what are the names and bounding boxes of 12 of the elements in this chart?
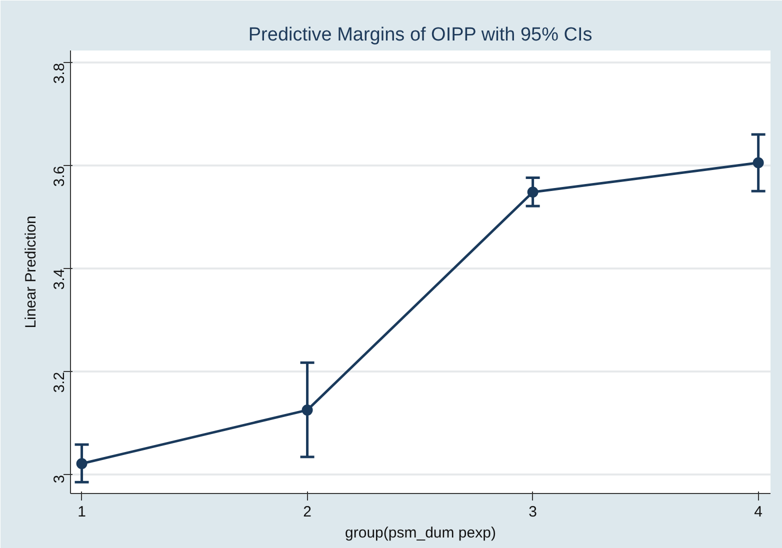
y-tick-label: 3.8 — [51, 62, 68, 84]
y-tick-label: 3.6 — [51, 166, 68, 187]
x-tick-label: 3 — [528, 504, 537, 520]
y-tick-label: 3 — [51, 474, 68, 484]
y-tick-label: 3.4 — [51, 268, 68, 290]
x-tick-label: 2 — [303, 504, 312, 520]
y-axis-title: Linear Prediction — [22, 216, 40, 328]
x-axis-title: group(psm_dum pexp) — [345, 524, 496, 542]
x-tick-label: 4 — [754, 504, 762, 520]
y-tick-label: 3.2 — [51, 372, 68, 393]
x-tick-label: 1 — [78, 504, 86, 520]
chart-title: Predictive Margins of OIPP with 95% CIs — [248, 24, 592, 46]
